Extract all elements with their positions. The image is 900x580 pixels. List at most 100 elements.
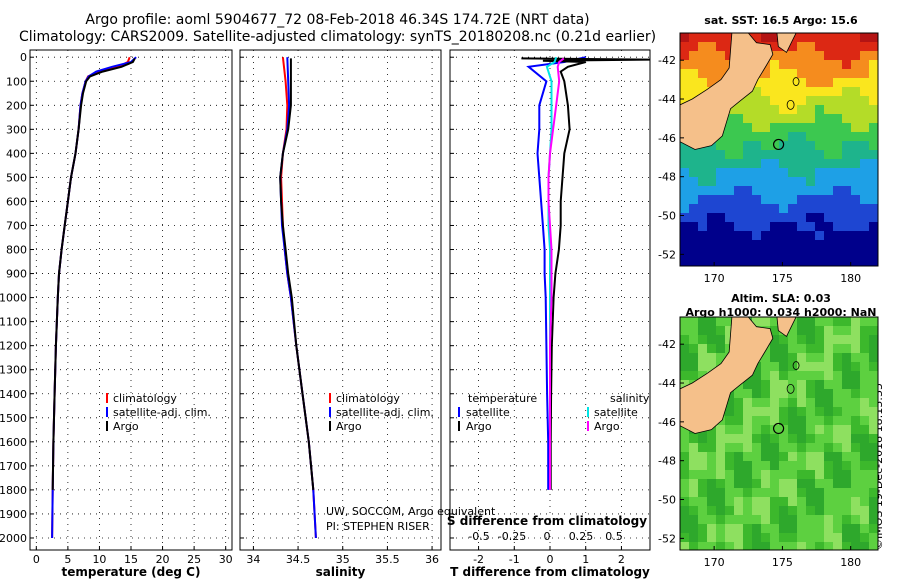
map-cell	[698, 344, 708, 354]
map-cell	[761, 515, 771, 525]
map-cell	[815, 132, 825, 142]
map-cell	[860, 132, 870, 142]
map-cell	[770, 488, 780, 498]
sla-map	[680, 317, 878, 550]
map-cell	[815, 398, 825, 408]
depth-tick-label: 800	[6, 244, 27, 257]
map-cell	[779, 497, 789, 507]
map-cell	[734, 452, 744, 462]
map-cell	[716, 60, 726, 70]
map-cell	[779, 371, 789, 381]
map-cell	[761, 497, 771, 507]
map-cell	[869, 434, 878, 444]
map-cell	[716, 335, 726, 345]
map-cell	[788, 461, 798, 471]
map-cell	[851, 488, 861, 498]
x-tick-label: 5	[64, 553, 71, 566]
map-cell	[833, 524, 843, 534]
x-tick-label: 34.5	[286, 553, 311, 566]
map-cell	[851, 452, 861, 462]
map-cell	[824, 389, 834, 399]
map-cell	[833, 114, 843, 124]
map-cell	[788, 353, 798, 363]
map-cell	[860, 69, 870, 79]
map-cell	[743, 231, 753, 241]
map-cell	[869, 132, 878, 142]
map-cell	[788, 141, 798, 151]
map-cell	[806, 249, 816, 259]
map-cell	[797, 479, 807, 489]
map-cell	[806, 114, 816, 124]
map-cell	[770, 105, 780, 115]
map-cell	[752, 150, 762, 160]
map-cell	[761, 488, 771, 498]
map-cell	[761, 186, 771, 196]
map-cell	[851, 479, 861, 489]
map-cell	[707, 479, 717, 489]
figure-title-line1: Argo profile: aoml 5904677_72 08-Feb-201…	[85, 12, 590, 28]
depth-tick-label: 1400	[0, 388, 27, 401]
map-cell	[779, 380, 789, 390]
map-cell	[680, 506, 690, 516]
map-cell	[797, 335, 807, 345]
map-cell	[689, 231, 699, 241]
map-cell	[743, 159, 753, 169]
map-cell	[815, 42, 825, 52]
map-cell	[842, 371, 852, 381]
map-cell	[806, 443, 816, 453]
map-cell	[698, 168, 708, 178]
x-tick-label: 25	[187, 553, 201, 566]
map-cell	[869, 195, 878, 205]
map-cell	[698, 258, 708, 266]
map-cell	[761, 461, 771, 471]
map-cell	[806, 344, 816, 354]
map-cell	[833, 33, 843, 43]
map-cell	[707, 159, 717, 169]
map-cell	[743, 542, 753, 550]
map-cell	[716, 317, 726, 327]
map-cell	[752, 132, 762, 142]
map-cell	[869, 33, 878, 43]
map-cell	[869, 497, 878, 507]
map-cell	[770, 222, 780, 232]
map-cell	[761, 231, 771, 241]
map-cell	[851, 443, 861, 453]
lat-tick-label: -44	[658, 93, 676, 106]
map-cell	[743, 497, 753, 507]
map-cell	[806, 105, 816, 115]
map-cell	[734, 150, 744, 160]
map-cell	[725, 425, 735, 435]
x-axis-label: temperature (deg C)	[62, 565, 201, 579]
map-cell	[797, 452, 807, 462]
map-cell	[797, 132, 807, 142]
map-cell	[842, 51, 852, 61]
map-cell	[788, 542, 798, 550]
map-cell	[770, 398, 780, 408]
map-cell	[743, 141, 753, 151]
south-island	[680, 33, 774, 150]
map-cell	[842, 204, 852, 214]
map-cell	[869, 380, 878, 390]
map-cell	[698, 159, 708, 169]
map-cell	[869, 141, 878, 151]
map-cell	[707, 69, 717, 79]
map-cell	[788, 258, 798, 266]
map-cell	[752, 479, 762, 489]
map-cell	[725, 398, 735, 408]
map-cell	[788, 114, 798, 124]
map-cell	[680, 497, 690, 507]
x-tick-label: 30	[219, 553, 233, 566]
map-cell	[842, 425, 852, 435]
map-cell	[752, 443, 762, 453]
legend-label: climatology	[336, 392, 400, 405]
map-cell	[869, 204, 878, 214]
map-cell	[752, 461, 762, 471]
map-cell	[734, 470, 744, 480]
map-cell	[725, 213, 735, 223]
map-cell	[698, 362, 708, 372]
map-cell	[788, 443, 798, 453]
map-cell	[734, 443, 744, 453]
map-cell	[806, 78, 816, 88]
map-cell	[698, 434, 708, 444]
map-cell	[761, 416, 771, 426]
